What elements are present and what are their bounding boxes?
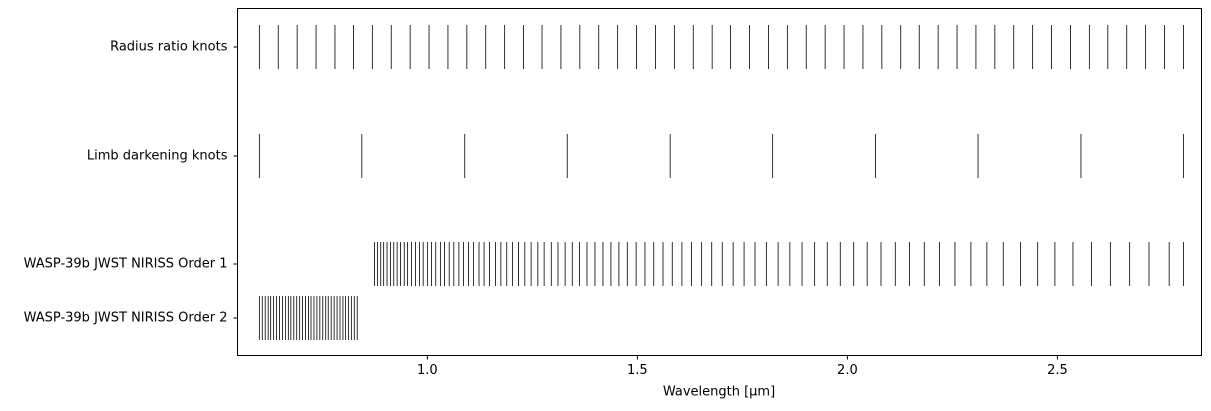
x-tick-label: 2.5	[1047, 363, 1068, 378]
y-tick-label: WASP-39b JWST NIRISS Order 1	[24, 257, 228, 272]
x-tick-label: 2.0	[837, 363, 858, 378]
x-axis-label: Wavelength [μm]	[663, 385, 775, 400]
x-tick-label: 1.0	[417, 363, 438, 378]
x-tick-label: 1.5	[627, 363, 648, 378]
y-tick-label: Limb darkening knots	[87, 149, 228, 164]
y-tick-label: WASP-39b JWST NIRISS Order 2	[24, 311, 228, 326]
y-tick-label: Radius ratio knots	[110, 40, 228, 55]
plot-frame	[237, 8, 1202, 356]
